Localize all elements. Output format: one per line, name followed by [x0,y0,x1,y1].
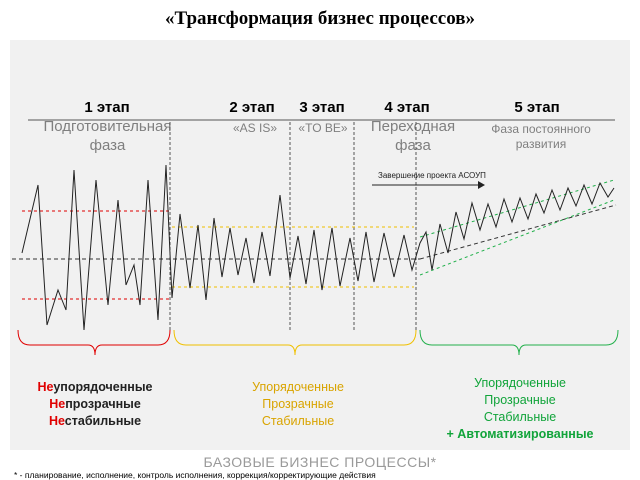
stage-4-number: 4 этап [384,99,430,116]
bracket-yellow [173,329,417,356]
group-automated: Упорядоченные Прозрачные Стабильные + Ав… [430,375,610,443]
group-3-line-4: + Автоматизированные [446,427,594,441]
stage-5-number: 5 этап [514,99,560,116]
stage-1-name: Подготовительная фаза [43,118,172,154]
group-1-line-2-prefix: Не [49,397,66,411]
baseline-trend [419,204,617,260]
stage-4-name: Переходная фаза [370,118,456,154]
stage-3-number: 3 этап [299,99,345,116]
group-2-line-1: Упорядоченные [252,380,344,394]
green-upper-limit [419,179,615,238]
group-3-line-1: Упорядоченные [474,376,566,390]
stage-3-name: «TO BE» [298,121,348,135]
stage-5-name: Фаза постоянного развития [491,122,591,151]
page-title: «Трансформация бизнес процессов» [165,8,475,29]
group-1-line-1-rest: упорядоченные [53,380,153,394]
group-unordered: Неупорядоченные Непрозрачные Нестабильны… [25,379,165,430]
asoup-arrowhead [478,181,485,189]
green-lower-limit [419,199,615,276]
group-1-line-3-prefix: Не [48,414,65,428]
stage-2-name: «AS IS» [232,121,278,135]
stage-2-number: 2 этап [229,99,275,116]
group-ordered: Упорядоченные Прозрачные Стабильные [228,379,368,430]
group-1-line-2-rest: прозрачные [65,397,141,411]
group-2-line-3: Стабильные [261,414,335,428]
group-1-line-3-rest: стабильные [64,414,142,428]
asoup-arrow-label: Завершение проекта АСОУП [378,171,486,180]
process-signal [21,164,615,331]
footer-title: БАЗОВЫЕ БИЗНЕС ПРОЦЕССЫ* [203,454,437,470]
footnote: * - планирование, исполнение, контроль и… [14,470,376,480]
group-2-line-2: Прозрачные [262,397,334,411]
group-1-line-1-prefix: Не [37,380,54,394]
stage-1-number: 1 этап [84,99,130,116]
bracket-red [17,329,171,356]
group-3-line-3: Стабильные [483,410,557,424]
group-3-line-2: Прозрачные [484,393,556,407]
bracket-green [419,329,619,356]
